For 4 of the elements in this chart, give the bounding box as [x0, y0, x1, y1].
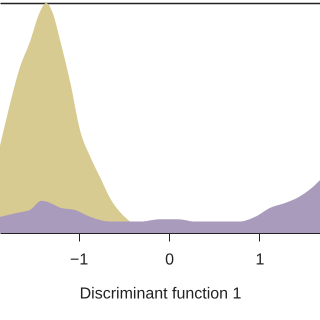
x-axis-title: Discriminant function 1	[80, 286, 242, 302]
x-tick-label: 1	[255, 252, 264, 268]
x-tick-label: −1	[70, 252, 88, 268]
x-tick-label: 0	[165, 252, 174, 268]
